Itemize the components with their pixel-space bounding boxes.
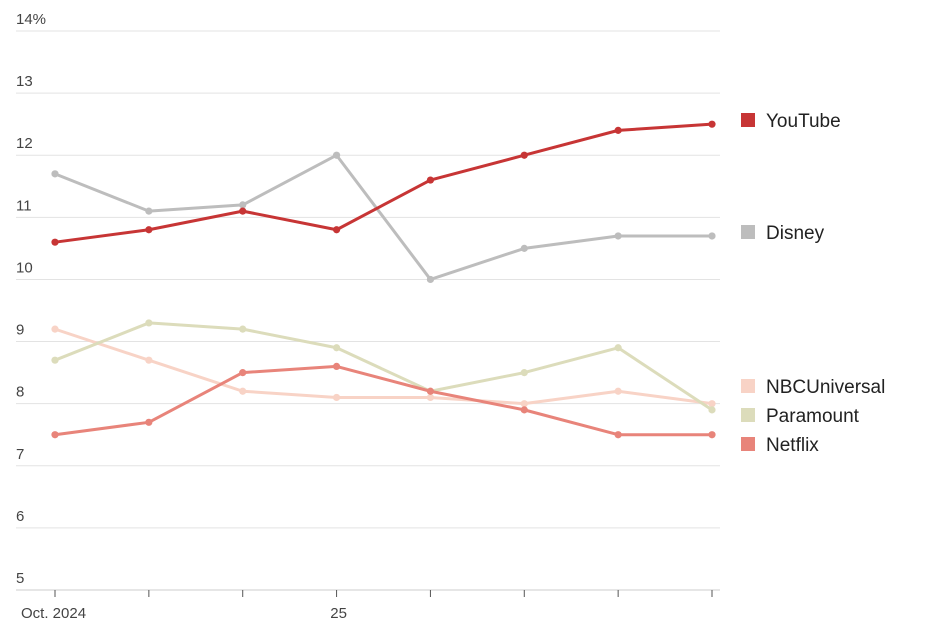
y-tick-label: 7 <box>16 446 24 463</box>
data-point-youtube <box>520 151 528 159</box>
legend-label-paramount: Paramount <box>766 406 860 427</box>
data-point-netflix <box>614 431 622 439</box>
data-point-paramount <box>332 344 341 352</box>
data-point-netflix <box>520 406 528 414</box>
data-point-disney <box>51 170 59 178</box>
series-line-netflix <box>53 364 714 437</box>
series-lines <box>51 120 716 439</box>
series-line-youtube <box>53 122 714 244</box>
data-point-disney <box>332 151 341 159</box>
y-tick-label: 14% <box>16 11 46 28</box>
data-point-paramount <box>145 319 153 327</box>
series-line-paramount <box>53 321 714 412</box>
legend: YouTube Disney NBCUniversal Paramount Netfli… <box>741 111 885 456</box>
data-point-nbcuniversal <box>51 325 59 333</box>
y-tick-label: 10 <box>16 259 33 276</box>
legend-swatch-disney <box>741 225 755 239</box>
x-tick-label: Oct. 2024 <box>21 605 86 622</box>
data-point-disney <box>426 275 435 284</box>
data-point-paramount <box>520 369 528 377</box>
data-point-youtube <box>614 126 622 134</box>
series-netflix <box>51 362 716 439</box>
data-point-disney <box>520 244 528 252</box>
y-tick-label: 12 <box>16 135 33 152</box>
legend-swatch-paramount <box>741 408 755 422</box>
data-point-netflix <box>51 431 59 439</box>
data-point-paramount <box>708 406 716 414</box>
y-tick-label: 5 <box>16 570 24 587</box>
y-tick-label: 8 <box>16 384 24 401</box>
legend-label-disney: Disney <box>766 223 825 244</box>
x-axis: Oct. 2024 25 <box>21 590 713 622</box>
data-point-youtube <box>145 226 153 234</box>
legend-item-nbcuniversal: NBCUniversal <box>741 377 885 398</box>
y-axis-tick-labels: 5 6 7 8 9 10 11 12 13 14% <box>16 11 46 587</box>
data-point-nbcuniversal <box>708 400 716 408</box>
series-nbcuniversal <box>51 325 716 408</box>
x-tick-label: 25 <box>326 605 347 622</box>
series-youtube <box>51 120 716 246</box>
data-point-netflix <box>708 431 716 439</box>
data-point-disney <box>614 232 622 240</box>
data-point-youtube <box>708 120 716 128</box>
data-point-nbcuniversal <box>426 393 435 402</box>
data-point-disney <box>239 201 247 209</box>
series-line-disney <box>53 153 714 281</box>
legend-label-netflix: Netflix <box>766 435 819 456</box>
legend-swatch-nbcuniversal <box>741 379 755 393</box>
data-point-youtube <box>332 226 341 234</box>
gridlines <box>16 30 720 591</box>
legend-label-youtube: YouTube <box>766 111 841 132</box>
data-point-paramount <box>614 344 622 352</box>
y-tick-label: 6 <box>16 508 24 525</box>
legend-item-netflix: Netflix <box>741 435 819 456</box>
data-point-nbcuniversal <box>145 356 153 364</box>
legend-item-paramount: Paramount <box>741 406 860 427</box>
legend-swatch-youtube <box>741 113 755 127</box>
y-tick-label: 11 <box>16 197 32 214</box>
data-point-nbcuniversal <box>239 387 247 395</box>
legend-item-disney: Disney <box>741 223 825 244</box>
legend-item-youtube: YouTube <box>741 111 841 132</box>
data-point-paramount <box>239 325 247 333</box>
data-point-netflix <box>426 387 435 395</box>
data-point-nbcuniversal <box>614 387 622 395</box>
data-point-disney <box>708 232 716 240</box>
series-paramount <box>51 319 716 414</box>
data-point-netflix <box>332 362 341 370</box>
data-point-netflix <box>239 369 247 377</box>
data-point-netflix <box>145 418 153 426</box>
data-point-youtube <box>239 207 247 215</box>
data-point-youtube <box>51 238 59 246</box>
data-point-nbcuniversal <box>520 400 528 408</box>
legend-swatch-netflix <box>741 437 755 451</box>
data-point-nbcuniversal <box>332 393 341 402</box>
series-line-nbcuniversal <box>53 327 714 406</box>
data-point-youtube <box>426 176 435 184</box>
data-point-disney <box>145 207 153 215</box>
data-point-paramount <box>51 356 59 364</box>
series-disney <box>51 151 716 284</box>
y-tick-label: 9 <box>16 322 24 339</box>
legend-label-nbcuniversal: NBCUniversal <box>766 377 885 398</box>
y-tick-label: 13 <box>16 73 33 90</box>
